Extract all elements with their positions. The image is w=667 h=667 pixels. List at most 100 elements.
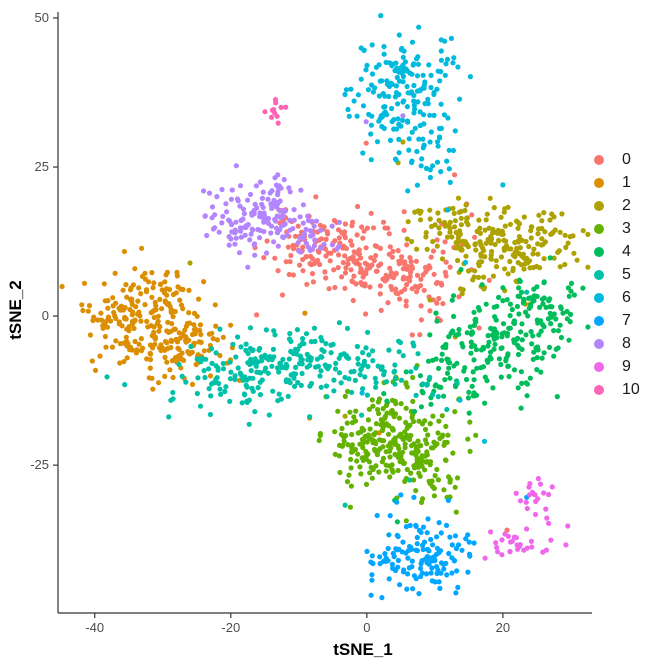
cluster-9-points [482, 476, 571, 561]
data-point [418, 404, 424, 410]
data-point [252, 356, 258, 362]
data-point [351, 368, 357, 374]
data-point [448, 35, 454, 42]
data-point [400, 539, 406, 545]
data-point [420, 496, 426, 502]
data-point [396, 150, 402, 156]
data-point [371, 257, 377, 264]
data-point [426, 548, 432, 554]
data-point [229, 187, 235, 193]
data-point [408, 89, 415, 95]
data-point [434, 243, 440, 249]
data-point [298, 187, 304, 193]
data-point [514, 249, 520, 255]
data-point [300, 202, 306, 208]
data-point [418, 163, 424, 169]
data-point [382, 551, 388, 557]
data-point [438, 69, 444, 75]
data-point [427, 308, 433, 314]
data-point [396, 338, 402, 344]
data-point [562, 232, 568, 238]
data-point [446, 334, 452, 340]
data-point [356, 248, 362, 254]
data-point [395, 116, 401, 122]
data-point [391, 368, 398, 374]
data-point [493, 264, 500, 270]
data-point [454, 475, 461, 481]
data-point [498, 374, 504, 380]
cluster-10-points [262, 97, 289, 126]
data-point [307, 414, 313, 420]
data-point [409, 39, 416, 45]
data-point [159, 287, 165, 293]
data-point [371, 446, 378, 453]
data-point [209, 330, 215, 336]
data-point [80, 307, 86, 314]
data-point [427, 167, 433, 173]
data-point [496, 356, 502, 362]
data-point [416, 24, 422, 30]
data-point [501, 209, 507, 215]
data-point [384, 112, 390, 118]
data-point [544, 515, 550, 521]
data-point [103, 344, 109, 350]
data-point [336, 219, 342, 225]
data-point [369, 397, 375, 403]
data-point [363, 119, 369, 125]
data-point [147, 357, 154, 363]
data-point [372, 85, 378, 91]
data-point [363, 345, 369, 351]
data-point [417, 373, 423, 379]
data-point [386, 576, 392, 582]
data-point [491, 326, 497, 332]
data-point [174, 339, 181, 345]
data-point [380, 406, 386, 412]
data-point [516, 345, 522, 351]
data-point [392, 411, 399, 417]
data-point [453, 245, 459, 251]
data-point [443, 560, 449, 567]
data-point [239, 400, 245, 406]
legend-label: 1 [622, 174, 631, 191]
data-point [361, 358, 367, 364]
data-point [422, 453, 428, 459]
data-point [580, 228, 586, 234]
data-point [392, 94, 399, 100]
data-point [514, 336, 520, 342]
data-point [404, 466, 410, 473]
data-point [413, 523, 419, 530]
data-point [197, 403, 204, 409]
data-point [312, 338, 318, 344]
data-point [360, 150, 366, 156]
data-point [308, 262, 314, 268]
y-tick-label: 50 [34, 9, 49, 25]
data-point [170, 396, 176, 402]
data-point [201, 348, 207, 354]
data-point [529, 341, 535, 347]
data-point [271, 328, 277, 334]
data-point [414, 444, 420, 450]
data-point [402, 259, 408, 265]
data-point [400, 353, 406, 359]
data-point [398, 492, 404, 498]
data-point [316, 437, 322, 444]
data-point [433, 310, 439, 316]
data-point [396, 136, 402, 142]
data-point [538, 328, 544, 334]
data-point [288, 338, 294, 344]
data-point [151, 314, 157, 321]
data-point [322, 246, 328, 252]
data-point [407, 255, 413, 261]
data-point [523, 499, 529, 505]
data-point [563, 542, 569, 548]
data-point [102, 298, 108, 304]
data-point [424, 530, 430, 536]
data-point [452, 484, 458, 490]
data-point [351, 258, 357, 264]
data-point [395, 564, 401, 570]
data-point [549, 304, 555, 310]
data-point [342, 502, 348, 508]
data-point [418, 276, 424, 282]
data-point [314, 356, 320, 362]
data-point [447, 219, 453, 225]
